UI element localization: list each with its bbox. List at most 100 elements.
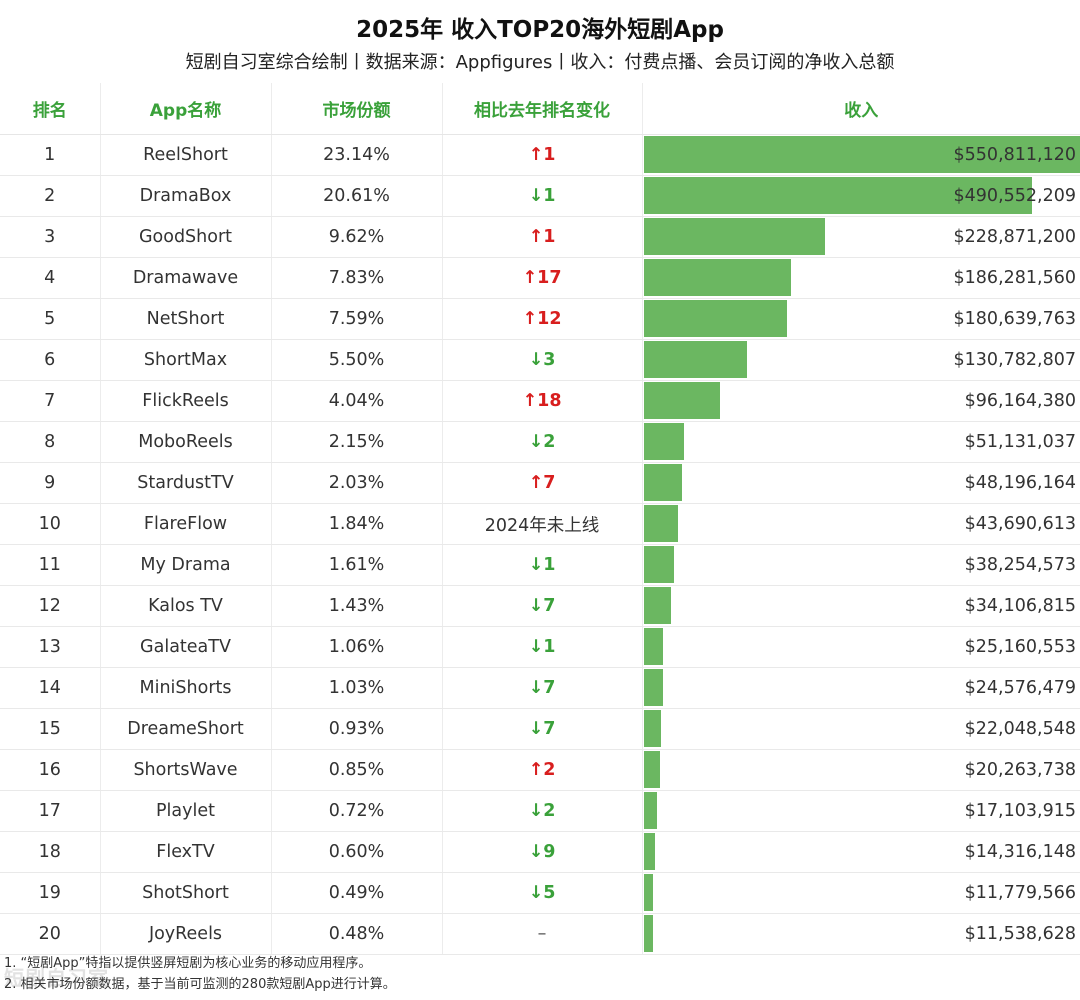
table-row: 19 ShotShort 0.49% ↓5 $11,779,566 [0, 872, 1080, 914]
table-row: 14 MiniShorts 1.03% ↓7 $24,576,479 [0, 667, 1080, 709]
rank-change-cell: ↑2 [442, 749, 643, 791]
footnote-2: 2. 相关市场份额数据，基于当前可监测的280款短剧App进行计算。 [4, 977, 396, 992]
revenue-value: $228,871,200 [953, 227, 1076, 247]
app-name-cell: My Drama [100, 544, 272, 586]
market-share-cell: 1.61% [271, 544, 443, 586]
revenue-bar [643, 751, 660, 788]
market-share-cell: 0.72% [271, 790, 443, 832]
app-name-cell: GalateaTV [100, 626, 272, 668]
revenue-value: $130,782,807 [953, 350, 1076, 370]
revenue-bar [643, 874, 653, 911]
revenue-cell: $11,538,628 [642, 913, 1080, 955]
revenue-value: $96,164,380 [964, 391, 1076, 411]
revenue-cell: $180,639,763 [642, 298, 1080, 340]
revenue-cell: $550,811,120 [642, 134, 1080, 176]
market-share-cell: 5.50% [271, 339, 443, 381]
rank-cell: 15 [0, 708, 101, 750]
market-share-cell: 0.49% [271, 872, 443, 914]
rank-cell: 4 [0, 257, 101, 299]
revenue-value: $38,254,573 [964, 555, 1076, 575]
table-row: 17 Playlet 0.72% ↓2 $17,103,915 [0, 790, 1080, 832]
rank-change-cell: ↓1 [442, 626, 643, 668]
revenue-cell: $17,103,915 [642, 790, 1080, 832]
revenue-bar [643, 587, 671, 624]
revenue-value: $180,639,763 [953, 309, 1076, 329]
revenue-value: $186,281,560 [953, 268, 1076, 288]
revenue-bar [643, 423, 684, 460]
app-name-cell: Kalos TV [100, 585, 272, 627]
app-name-cell: Dramawave [100, 257, 272, 299]
chart-title: 2025年 收入TOP20海外短剧App [356, 17, 724, 43]
rank-change-cell: ↑1 [442, 134, 643, 176]
market-share-cell: 2.15% [271, 421, 443, 463]
app-name-cell: NetShort [100, 298, 272, 340]
rank-change-cell: ↓2 [442, 421, 643, 463]
revenue-value: $20,263,738 [964, 760, 1076, 780]
rank-cell: 11 [0, 544, 101, 586]
app-name-cell: DramaBox [100, 175, 272, 217]
table-row: 13 GalateaTV 1.06% ↓1 $25,160,553 [0, 626, 1080, 668]
revenue-value: $490,552,209 [953, 186, 1076, 206]
revenue-bar [643, 341, 747, 378]
app-name-cell: MiniShorts [100, 667, 272, 709]
market-share-cell: 1.43% [271, 585, 443, 627]
revenue-bar [643, 546, 674, 583]
market-share-cell: 0.93% [271, 708, 443, 750]
revenue-cell: $34,106,815 [642, 585, 1080, 627]
table-row: 20 JoyReels 0.48% – $11,538,628 [0, 913, 1080, 955]
revenue-bar [643, 710, 661, 747]
rank-cell: 17 [0, 790, 101, 832]
app-name-cell: StardustTV [100, 462, 272, 504]
revenue-bar [643, 628, 664, 665]
rank-cell: 2 [0, 175, 101, 217]
rank-change-cell: ↓7 [442, 667, 643, 709]
revenue-value: $48,196,164 [964, 473, 1076, 493]
rank-cell: 16 [0, 749, 101, 791]
app-name-cell: MoboReels [100, 421, 272, 463]
revenue-cell: $130,782,807 [642, 339, 1080, 381]
market-share-cell: 1.84% [271, 503, 443, 545]
rank-cell: 9 [0, 462, 101, 504]
revenue-bar [643, 300, 787, 337]
rank-cell: 8 [0, 421, 101, 463]
market-share-cell: 23.14% [271, 134, 443, 176]
revenue-value: $11,779,566 [964, 883, 1076, 903]
footnote-1: 1. “短剧App”特指以提供竖屏短剧为核心业务的移动应用程序。 [4, 956, 372, 971]
revenue-cell: $96,164,380 [642, 380, 1080, 422]
rank-change-cell: – [442, 913, 643, 955]
revenue-value: $34,106,815 [964, 596, 1076, 616]
rank-change-cell: ↓5 [442, 872, 643, 914]
revenue-cell: $24,576,479 [642, 667, 1080, 709]
table-row: 16 ShortsWave 0.85% ↑2 $20,263,738 [0, 749, 1080, 791]
rank-cell: 10 [0, 503, 101, 545]
app-name-cell: ShortMax [100, 339, 272, 381]
rank-cell: 1 [0, 134, 101, 176]
revenue-cell: $48,196,164 [642, 462, 1080, 504]
app-name-cell: ShortsWave [100, 749, 272, 791]
rank-change-cell: ↓9 [442, 831, 643, 873]
app-name-cell: ShotShort [100, 872, 272, 914]
table-row: 11 My Drama 1.61% ↓1 $38,254,573 [0, 544, 1080, 586]
revenue-cell: $20,263,738 [642, 749, 1080, 791]
revenue-value: $17,103,915 [964, 801, 1076, 821]
table-row: 2 DramaBox 20.61% ↓1 $490,552,209 [0, 175, 1080, 217]
revenue-value: $25,160,553 [964, 637, 1076, 657]
revenue-bar [643, 505, 679, 542]
market-share-cell: 9.62% [271, 216, 443, 258]
revenue-value: $24,576,479 [964, 678, 1076, 698]
column-header-rank: 排名 [0, 83, 101, 135]
revenue-cell: $51,131,037 [642, 421, 1080, 463]
rank-cell: 20 [0, 913, 101, 955]
table-row: 4 Dramawave 7.83% ↑17 $186,281,560 [0, 257, 1080, 299]
market-share-cell: 20.61% [271, 175, 443, 217]
market-share-cell: 0.48% [271, 913, 443, 955]
revenue-value: $14,316,148 [964, 842, 1076, 862]
rank-cell: 3 [0, 216, 101, 258]
rank-cell: 13 [0, 626, 101, 668]
revenue-value: $11,538,628 [964, 924, 1076, 944]
market-share-cell: 7.59% [271, 298, 443, 340]
revenue-bar [643, 136, 1080, 173]
table-row: 8 MoboReels 2.15% ↓2 $51,131,037 [0, 421, 1080, 463]
table-row: 10 FlareFlow 1.84% 2024年未上线 $43,690,613 [0, 503, 1080, 545]
rank-cell: 19 [0, 872, 101, 914]
